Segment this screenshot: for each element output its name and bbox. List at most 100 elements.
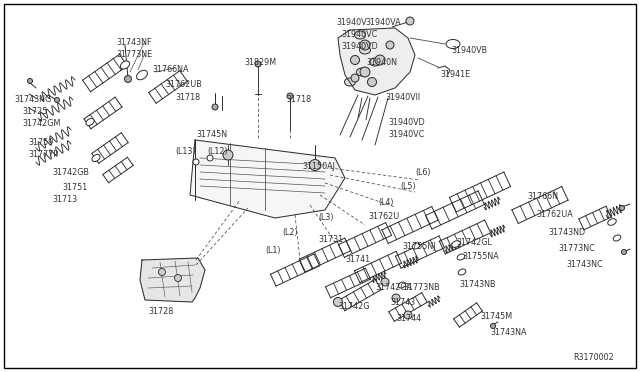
Circle shape [360,67,370,77]
Ellipse shape [356,68,367,76]
Ellipse shape [355,31,365,39]
Ellipse shape [452,241,460,247]
Text: 31773NE: 31773NE [116,50,152,59]
Text: 31755NA: 31755NA [462,252,499,261]
Circle shape [386,41,394,49]
Text: 31762UB: 31762UB [165,80,202,89]
Text: (L1): (L1) [265,246,280,255]
Text: 31773NC: 31773NC [558,244,595,253]
Text: 31743NC: 31743NC [566,260,603,269]
Circle shape [490,324,495,328]
Text: 31743NA: 31743NA [490,328,527,337]
Text: 31766NA: 31766NA [152,65,189,74]
Text: 31940V: 31940V [336,18,367,27]
Text: 31940VII: 31940VII [385,93,420,102]
Polygon shape [140,258,205,302]
Text: 31940VD: 31940VD [341,42,378,51]
Ellipse shape [92,154,100,161]
Ellipse shape [458,269,466,275]
Circle shape [392,294,400,302]
Text: R3170002: R3170002 [573,353,614,362]
Text: 31742G: 31742G [338,302,369,311]
Circle shape [159,269,166,276]
Circle shape [620,205,625,211]
Text: 31940VA: 31940VA [365,18,401,27]
Text: 31762U: 31762U [368,212,399,221]
Circle shape [310,160,321,170]
Text: 31773NB: 31773NB [403,283,440,292]
Ellipse shape [398,282,406,288]
Text: 31766N: 31766N [527,192,558,201]
Ellipse shape [446,39,460,48]
Text: 31742GA: 31742GA [375,283,412,292]
Text: 31777P: 31777P [28,150,58,159]
Circle shape [125,76,131,83]
Text: 31743NF: 31743NF [116,38,152,47]
Ellipse shape [412,243,420,249]
Ellipse shape [120,61,129,69]
Text: 31742GL: 31742GL [456,238,492,247]
Text: 31742GM: 31742GM [22,119,60,128]
Text: 31745N: 31745N [196,130,227,139]
Text: 31728: 31728 [148,307,173,316]
Circle shape [212,104,218,110]
Circle shape [287,93,293,99]
Circle shape [28,78,33,83]
Text: (L5): (L5) [400,182,415,191]
Polygon shape [190,140,345,218]
Ellipse shape [136,70,147,80]
Text: 31745M: 31745M [480,312,512,321]
Ellipse shape [369,58,381,66]
Text: 31940VC: 31940VC [388,130,424,139]
Text: 31940N: 31940N [366,58,397,67]
Ellipse shape [360,46,371,54]
Circle shape [333,298,342,307]
Circle shape [621,250,627,254]
Circle shape [367,77,376,87]
Ellipse shape [608,219,616,225]
Text: 31718: 31718 [175,93,200,102]
Text: (L6): (L6) [415,168,431,177]
Text: 31755NJ: 31755NJ [402,242,435,251]
Circle shape [207,155,213,161]
Text: 31940VD: 31940VD [388,118,425,127]
Circle shape [193,159,199,165]
Text: 31743NG: 31743NG [14,95,51,104]
Text: 31751: 31751 [62,183,87,192]
Text: 31731: 31731 [318,235,343,244]
Text: 31713: 31713 [52,195,77,204]
Text: (L13): (L13) [175,147,195,156]
Text: 31829M: 31829M [244,58,276,67]
Circle shape [54,97,60,103]
Text: (L3): (L3) [318,213,333,222]
Text: (L12): (L12) [207,147,228,156]
Circle shape [381,278,389,286]
Text: 31718: 31718 [286,95,311,104]
Circle shape [175,275,182,282]
Text: 31743ND: 31743ND [548,228,585,237]
Text: 31940VC: 31940VC [341,30,377,39]
Text: 31941E: 31941E [440,70,470,79]
Ellipse shape [457,254,465,260]
Ellipse shape [613,235,621,241]
Text: 31940VB: 31940VB [451,46,487,55]
Text: 31743NB: 31743NB [459,280,495,289]
Circle shape [406,17,414,25]
Text: 31742GB: 31742GB [52,168,89,177]
Text: 31725: 31725 [22,107,47,116]
Circle shape [351,74,359,82]
Ellipse shape [86,118,94,126]
Text: 31744: 31744 [396,314,421,323]
Circle shape [375,55,385,65]
Circle shape [404,311,412,319]
Polygon shape [338,28,415,95]
Text: 31762UA: 31762UA [536,210,573,219]
Text: 31150AJ: 31150AJ [302,162,335,171]
Text: 31759: 31759 [28,138,53,147]
Ellipse shape [344,78,355,86]
Circle shape [360,40,370,50]
Circle shape [223,150,233,160]
Text: (L4): (L4) [378,198,394,207]
Text: (L2): (L2) [282,228,298,237]
Circle shape [351,55,360,64]
